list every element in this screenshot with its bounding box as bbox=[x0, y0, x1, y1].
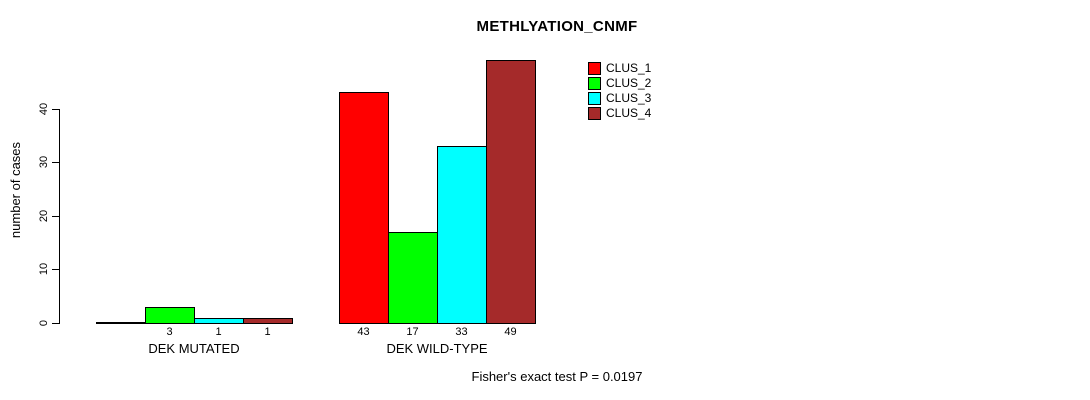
y-tick-label-10: 10 bbox=[38, 262, 50, 276]
y-tick-label-0: 0 bbox=[38, 319, 50, 327]
y-axis-line bbox=[59, 109, 60, 324]
bar-CLUS_3-dek-mutated bbox=[194, 318, 244, 324]
bar-value-label-CLUS_4-1: 49 bbox=[504, 326, 517, 338]
y-tick-20 bbox=[52, 216, 59, 217]
legend-label-CLUS_2: CLUS_2 bbox=[606, 76, 652, 90]
bar-CLUS_1-dek-mutated bbox=[96, 322, 146, 324]
bar-value-label-CLUS_4-0: 1 bbox=[264, 326, 271, 338]
bar-CLUS_4-dek-mutated bbox=[243, 318, 293, 324]
bar-CLUS_4-dek-wild-type bbox=[486, 60, 536, 324]
y-tick-10 bbox=[52, 269, 59, 270]
legend-swatch-CLUS_4 bbox=[588, 107, 601, 120]
y-tick-label-30: 30 bbox=[38, 155, 50, 169]
legend-item-CLUS_2: CLUS_2 bbox=[588, 76, 651, 91]
y-tick-30 bbox=[52, 162, 59, 163]
legend-swatch-CLUS_3 bbox=[588, 92, 601, 105]
bar-CLUS_3-dek-wild-type bbox=[437, 146, 487, 324]
bar-value-label-CLUS_3-0: 1 bbox=[215, 326, 222, 338]
chart-title: METHLYATION_CNMF bbox=[476, 18, 638, 35]
legend-label-CLUS_4: CLUS_4 bbox=[606, 106, 652, 120]
y-tick-label-20: 20 bbox=[38, 209, 50, 223]
group-label-0: DEK MUTATED bbox=[148, 341, 240, 356]
annotation-fisher-test: Fisher's exact test P = 0.0197 bbox=[471, 369, 643, 384]
bar-value-label-CLUS_2-0: 3 bbox=[166, 326, 173, 338]
legend: CLUS_1 CLUS_2 CLUS_3 CLUS_4 bbox=[588, 61, 651, 121]
bar-value-label-CLUS_3-1: 33 bbox=[455, 326, 468, 338]
y-tick-0 bbox=[52, 323, 59, 324]
legend-label-CLUS_3: CLUS_3 bbox=[606, 91, 652, 105]
y-tick-label-40: 40 bbox=[38, 102, 50, 116]
bar-value-label-CLUS_1-1: 43 bbox=[357, 326, 370, 338]
legend-item-CLUS_4: CLUS_4 bbox=[588, 106, 651, 121]
bar-value-label-CLUS_2-1: 17 bbox=[406, 326, 419, 338]
legend-item-CLUS_1: CLUS_1 bbox=[588, 61, 651, 76]
y-tick-40 bbox=[52, 109, 59, 110]
group-label-1: DEK WILD-TYPE bbox=[386, 341, 488, 356]
legend-swatch-CLUS_1 bbox=[588, 62, 601, 75]
legend-label-CLUS_1: CLUS_1 bbox=[606, 61, 652, 75]
bar-CLUS_1-dek-wild-type bbox=[339, 92, 389, 324]
bar-CLUS_2-dek-mutated bbox=[145, 307, 195, 324]
legend-item-CLUS_3: CLUS_3 bbox=[588, 91, 651, 106]
legend-swatch-CLUS_2 bbox=[588, 77, 601, 90]
bar-CLUS_2-dek-wild-type bbox=[388, 232, 438, 324]
